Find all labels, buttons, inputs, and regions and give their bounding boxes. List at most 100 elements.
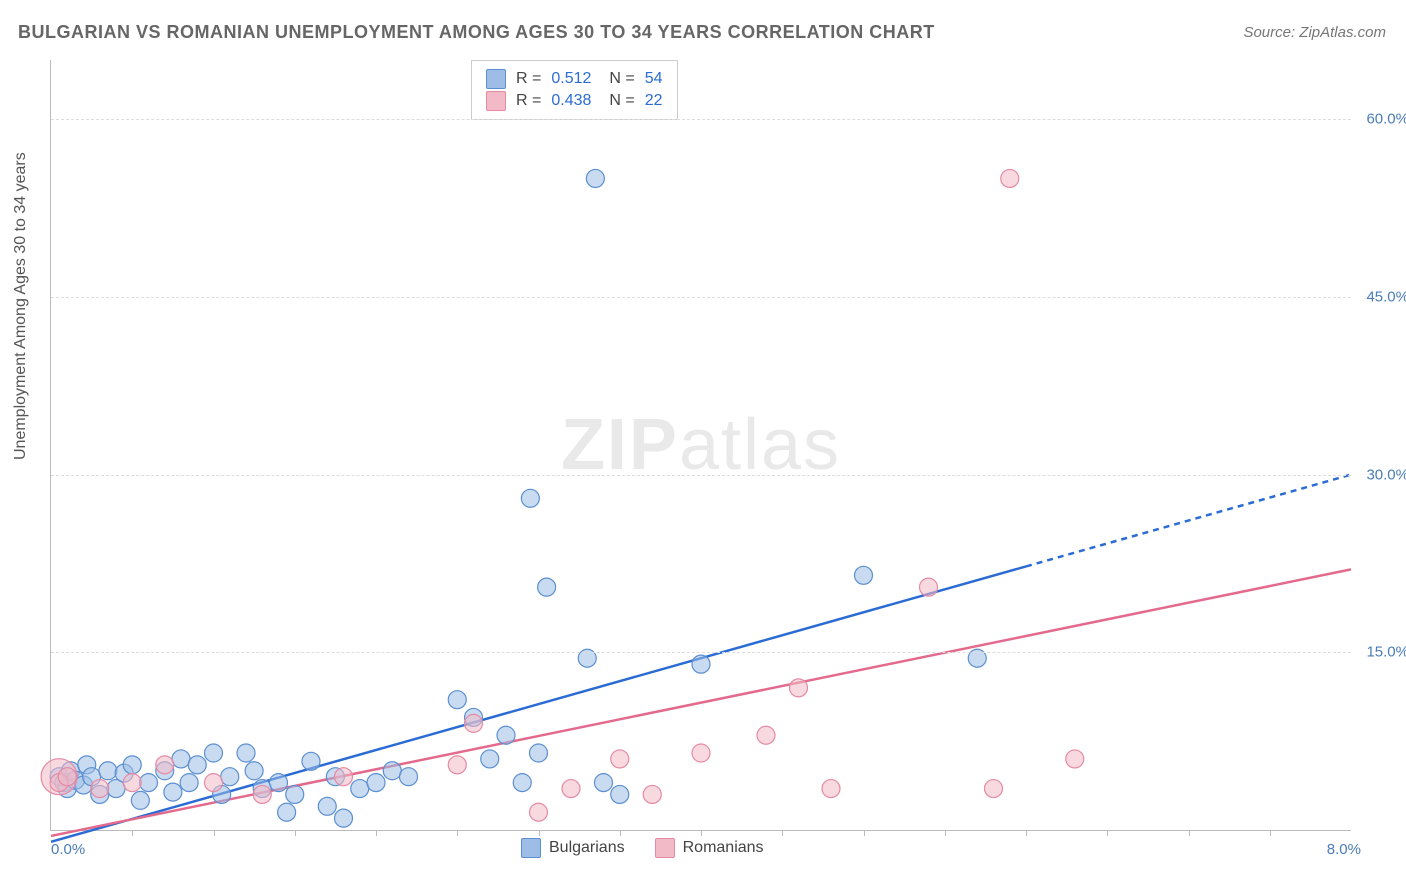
scatter-point [172,750,190,768]
legend-corr-row: R = 0.512 N = 54 [486,69,663,89]
scatter-point [465,714,483,732]
legend-label: Bulgarians [549,839,625,857]
legend-label: Romanians [683,839,764,857]
legend-swatch [655,838,675,858]
scatter-point [335,768,353,786]
gridline [51,652,1351,653]
scatter-point [221,768,239,786]
scatter-point [538,578,556,596]
x-minor-tick [295,830,296,836]
scatter-point [521,489,539,507]
series-legend: Bulgarians Romanians [521,838,764,858]
x-minor-tick [1270,830,1271,836]
scatter-point [481,750,499,768]
scatter-point [1001,169,1019,187]
legend-swatch [486,91,506,111]
scatter-point [123,756,141,774]
scatter-point [985,780,1003,798]
scatter-point [278,803,296,821]
legend-r-value: 0.512 [551,70,591,88]
x-axis-min-label: 0.0% [51,841,85,858]
scatter-point [351,780,369,798]
x-minor-tick [376,830,377,836]
scatter-point [367,774,385,792]
scatter-point [448,691,466,709]
scatter-point [920,578,938,596]
chart-title: BULGARIAN VS ROMANIAN UNEMPLOYMENT AMONG… [18,22,935,43]
gridline [51,297,1351,298]
scatter-point [140,774,158,792]
scatter-point [156,756,174,774]
scatter-point [270,774,288,792]
scatter-point [400,768,418,786]
scatter-point [131,791,149,809]
x-minor-tick [214,830,215,836]
x-minor-tick [864,830,865,836]
scatter-point [99,762,117,780]
trend-line [51,566,1026,841]
legend-item: Romanians [655,838,764,858]
scatter-point [513,774,531,792]
legend-n-value: 54 [645,70,663,88]
x-minor-tick [782,830,783,836]
scatter-point [692,655,710,673]
y-tick-label: 45.0% [1366,288,1406,305]
scatter-point [757,726,775,744]
scatter-point [562,780,580,798]
gridline [51,475,1351,476]
scatter-point [497,726,515,744]
scatter-point [180,774,198,792]
scatter-point [855,566,873,584]
x-minor-tick [539,830,540,836]
scatter-point [188,756,206,774]
x-minor-tick [701,830,702,836]
scatter-point [822,780,840,798]
source-attribution: Source: ZipAtlas.com [1243,24,1386,41]
scatter-point [383,762,401,780]
scatter-point [205,744,223,762]
scatter-point [790,679,808,697]
scatter-point [164,783,182,801]
legend-swatch [486,69,506,89]
legend-r-label: R = [516,92,541,110]
y-tick-label: 30.0% [1366,466,1406,483]
scatter-point [302,752,320,770]
x-minor-tick [1107,830,1108,836]
scatter-svg [51,60,1351,830]
trend-line-dashed [1026,475,1351,567]
scatter-point [253,785,271,803]
legend-corr-row: R =0.438N =22 [486,91,663,111]
x-minor-tick [1026,830,1027,836]
x-axis-max-label: 8.0% [1327,841,1361,858]
scatter-point [286,785,304,803]
scatter-point [595,774,613,792]
scatter-point [692,744,710,762]
scatter-point [611,750,629,768]
legend-n-value: 22 [645,92,663,110]
scatter-point [611,785,629,803]
scatter-point [237,744,255,762]
legend-n-label: N = [609,70,634,88]
gridline [51,119,1351,120]
scatter-point [448,756,466,774]
scatter-point [318,797,336,815]
scatter-point [530,744,548,762]
scatter-point [123,774,141,792]
scatter-point [530,803,548,821]
x-minor-tick [945,830,946,836]
legend-r-label: R = [516,70,541,88]
scatter-point [586,169,604,187]
scatter-point [643,785,661,803]
y-tick-label: 15.0% [1366,644,1406,661]
scatter-point [245,762,263,780]
correlation-legend: R =0.512N =54R =0.438N =22 [471,60,678,120]
y-axis-label: Unemployment Among Ages 30 to 34 years [12,152,30,460]
legend-swatch [521,838,541,858]
scatter-point [205,774,223,792]
x-minor-tick [620,830,621,836]
y-tick-label: 60.0% [1366,111,1406,128]
plot-area: ZIPatlas R =0.512N =54R =0.438N =22 Bulg… [50,60,1351,831]
trend-line [51,569,1351,836]
legend-n-label: N = [609,92,634,110]
chart-container: BULGARIAN VS ROMANIAN UNEMPLOYMENT AMONG… [0,0,1406,892]
